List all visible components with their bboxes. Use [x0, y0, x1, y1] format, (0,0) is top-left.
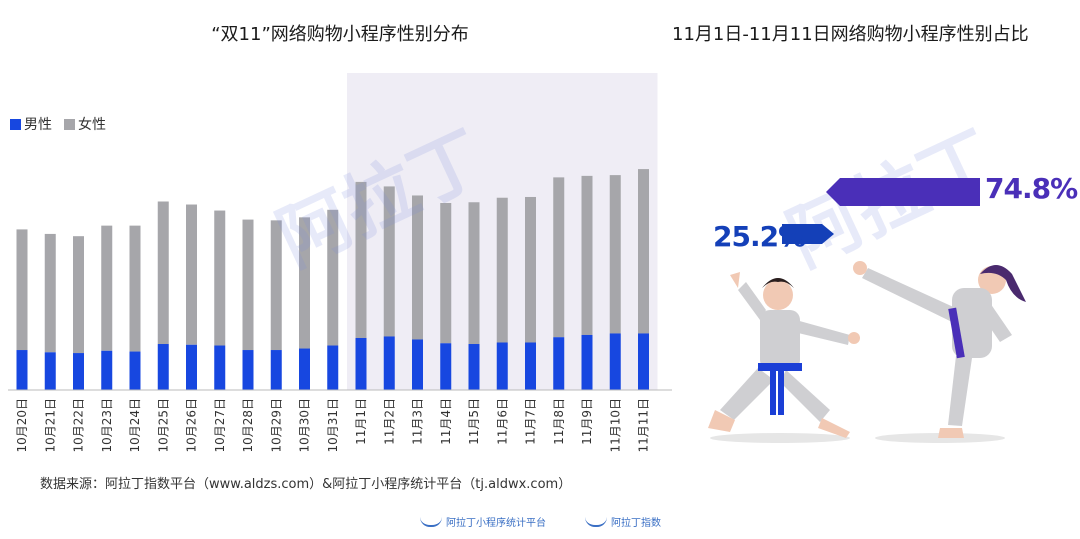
- bar-female: [355, 181, 367, 338]
- data-source-note: 数据来源：阿拉丁指数平台（www.aldzs.com）&阿拉丁小程序统计平台（t…: [40, 477, 572, 492]
- bar-female: [299, 217, 310, 349]
- x-tick-label: 10月23日: [100, 398, 114, 453]
- x-tick-label: 10月29日: [269, 398, 283, 453]
- x-tick-label: 10月25日: [156, 398, 170, 453]
- legend-swatch-male: [10, 118, 21, 130]
- bar-female: [242, 219, 254, 351]
- bar-female: [553, 177, 565, 338]
- male-karate-figure: [708, 272, 860, 438]
- bar-male: [242, 350, 254, 390]
- bar-male: [412, 339, 423, 390]
- bar-female: [157, 201, 169, 345]
- right-chart-title: 11月1日-11月11日网络购物小程序性别占比: [672, 24, 1029, 45]
- bar-female: [129, 225, 141, 352]
- x-tick-label: 11月3日: [411, 398, 425, 445]
- female-percentage: 74.8%: [985, 172, 1078, 205]
- x-tick-label: 10月27日: [213, 398, 227, 453]
- bar-female: [186, 204, 197, 345]
- bar-female: [101, 225, 113, 351]
- bar-female: [638, 169, 649, 334]
- bar-male: [299, 348, 310, 390]
- female-arrow: [826, 178, 980, 206]
- x-tick-label: 11月9日: [580, 398, 594, 445]
- x-tick-label: 11月5日: [467, 398, 481, 445]
- bar-male: [355, 337, 367, 390]
- bar-male: [16, 350, 28, 390]
- x-tick-label: 10月24日: [128, 398, 142, 453]
- x-tick-label: 11月4日: [439, 398, 453, 445]
- x-tick-label: 10月28日: [241, 398, 255, 453]
- bar-male: [73, 353, 84, 390]
- left-chart-title: “双11”网络购物小程序性别分布: [211, 24, 469, 45]
- x-tick-label: 11月8日: [552, 398, 566, 445]
- x-tick-label: 11月2日: [382, 398, 396, 445]
- legend-item-female: 女性: [64, 114, 106, 134]
- x-tick-label: 11月10日: [608, 398, 622, 453]
- footer-logo-index: 阿拉丁指数: [585, 514, 661, 529]
- footer-right-label: 阿拉丁指数: [611, 518, 661, 529]
- x-tick-label: 10月30日: [298, 398, 312, 453]
- bar-female: [525, 196, 536, 343]
- bird-logo-icon: [420, 517, 442, 527]
- bar-female: [609, 175, 621, 334]
- x-tick-label: 10月20日: [15, 398, 29, 453]
- bar-male: [270, 350, 282, 390]
- bar-female: [440, 203, 452, 344]
- bar-male: [525, 342, 536, 390]
- footer-left-label: 阿拉丁小程序统计平台: [446, 518, 546, 529]
- female-karate-figure: [853, 261, 1026, 438]
- x-tick-label: 11月7日: [524, 398, 538, 445]
- bar-female: [383, 186, 395, 337]
- x-tick-label: 10月21日: [43, 398, 57, 453]
- x-tick-label: 11月1日: [354, 398, 368, 445]
- bar-male: [383, 336, 395, 390]
- bar-male: [609, 333, 621, 390]
- bar-male: [157, 344, 169, 390]
- bar-female: [44, 233, 56, 353]
- bar-male: [186, 344, 197, 390]
- bar-male: [214, 345, 226, 390]
- bar-female: [270, 220, 282, 351]
- footer-logo-stats: 阿拉丁小程序统计平台: [420, 514, 546, 529]
- bar-male: [440, 343, 452, 390]
- bar-male: [129, 351, 141, 390]
- legend-label-male: 男性: [24, 117, 52, 133]
- bird-logo-icon: [585, 517, 607, 527]
- bar-female: [16, 229, 28, 351]
- legend-label-female: 女性: [78, 117, 106, 133]
- bar-male: [496, 342, 508, 390]
- karate-illustration: [708, 178, 1026, 443]
- x-tick-label: 10月31日: [326, 398, 340, 453]
- x-tick-label: 10月22日: [72, 398, 86, 453]
- bar-male: [468, 344, 480, 390]
- bar-male: [553, 337, 565, 390]
- bar-female: [412, 195, 423, 340]
- bar-female: [327, 209, 339, 346]
- stacked-bar-chart: 10月20日 10月21日 10月22日 10月23日 10月24日 10月25日 10月2…: [8, 73, 672, 453]
- bar-male: [638, 333, 649, 390]
- bar-female: [214, 210, 226, 346]
- bar-female: [581, 175, 593, 335]
- bar-female: [73, 236, 84, 354]
- chart-legend: 男性 女性: [10, 114, 114, 134]
- bar-female: [496, 197, 508, 343]
- bar-male: [581, 334, 593, 390]
- x-tick-label: 11月6日: [495, 398, 509, 445]
- legend-item-male: 男性: [10, 114, 52, 134]
- legend-swatch-female: [64, 118, 75, 130]
- bar-male: [101, 350, 113, 390]
- bar-male: [327, 345, 339, 390]
- bar-male: [44, 352, 56, 390]
- x-tick-label: 11月11日: [637, 398, 651, 453]
- male-arrow: [782, 224, 834, 244]
- bar-female: [468, 202, 480, 345]
- male-percentage: 25.2%: [713, 220, 806, 253]
- x-tick-label: 10月26日: [185, 398, 199, 453]
